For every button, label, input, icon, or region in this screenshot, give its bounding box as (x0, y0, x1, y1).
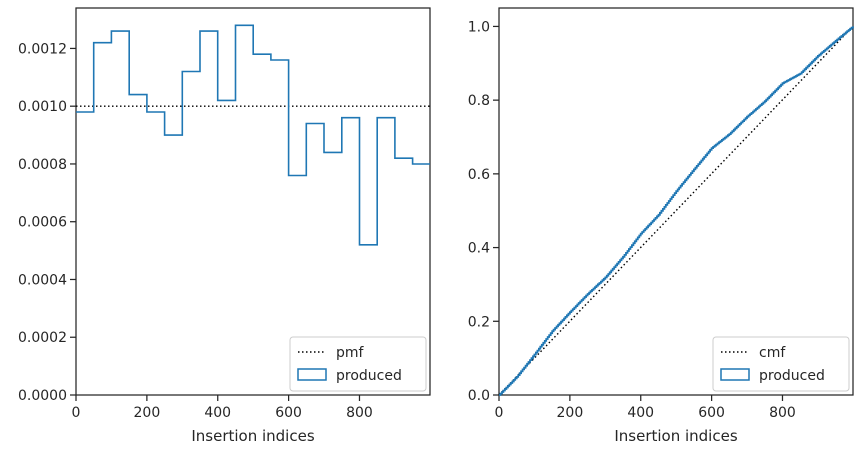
series-produced-outline (76, 24, 430, 246)
legend-label-pmf: pmf (336, 345, 365, 361)
legend-label-produced: produced (759, 368, 825, 384)
x-tick-label: 600 (275, 405, 302, 421)
y-tick-label: 0.0004 (18, 272, 67, 288)
y-tick-label: 0.0000 (18, 388, 67, 404)
legend-box (289, 336, 427, 392)
panel-1: 0 200 400 600 800 0.0000 0.0002 0.0004 0.0006 0.0… (18, 7, 431, 445)
y-tick-label: 0.2 (468, 314, 490, 330)
x-tick-label: 200 (557, 405, 584, 421)
x-tick-label: 400 (204, 405, 231, 421)
series-cmf-line (498, 25, 854, 396)
x-axis-label: Insertion indices (614, 427, 737, 445)
panel-2: 0 200 400 600 800 0.0 0.2 0.4 0.6 0.8 1.0 Insertion… (468, 7, 854, 445)
plot-frame (498, 7, 854, 396)
y-tick-label: 1.0 (468, 19, 490, 35)
x-axis-label: Insertion indices (191, 427, 314, 445)
x-tick-label: 600 (698, 405, 725, 421)
x-tick-label: 0 (72, 405, 81, 421)
x-tick-label: 0 (495, 405, 504, 421)
x-tick-label: 800 (346, 405, 373, 421)
legend-swatch-produced (720, 368, 750, 381)
y-tick-label: 0.0008 (18, 157, 67, 173)
legend-box (712, 336, 850, 392)
y-tick-label: 0.0006 (18, 215, 67, 231)
series-produced-line (499, 26, 854, 396)
legend: cmf produced (712, 336, 850, 392)
y-tick-label: 0.0 (468, 388, 490, 404)
y-tick-label: 0.0012 (18, 41, 67, 57)
x-tick-label: 400 (627, 405, 654, 421)
legend: pmf produced (289, 336, 427, 392)
legend-swatch-produced (297, 368, 327, 381)
x-tick-label: 200 (134, 405, 161, 421)
y-tick-label: 0.6 (468, 167, 490, 183)
y-tick-label: 0.0010 (18, 99, 67, 115)
legend-label-cmf: cmf (759, 345, 786, 361)
y-tick-label: 0.4 (468, 241, 490, 257)
y-tick-label: 0.0002 (18, 330, 67, 346)
legend-label-produced: produced (336, 368, 402, 384)
y-tick-label: 0.8 (468, 93, 490, 109)
x-tick-label: 800 (769, 405, 796, 421)
plot-frame (75, 7, 431, 396)
